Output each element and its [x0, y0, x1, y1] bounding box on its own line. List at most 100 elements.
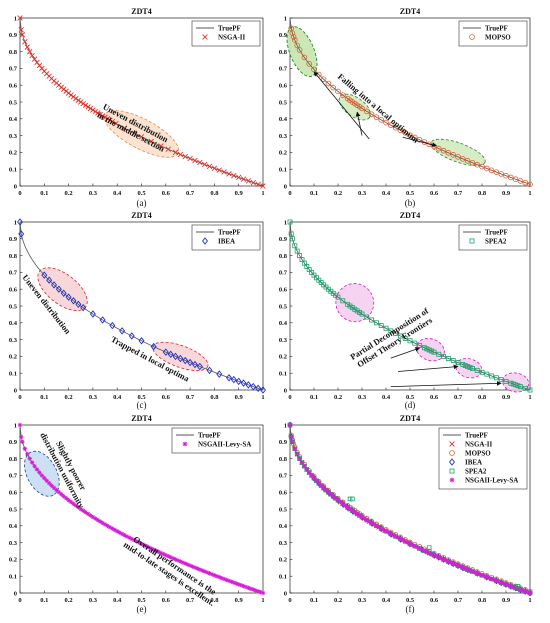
x-tick-label: 0.7 — [454, 190, 463, 197]
y-tick-label: 1 — [14, 219, 17, 226]
data-point — [177, 151, 184, 158]
legend-label: TruePF — [218, 25, 241, 33]
data-point — [235, 174, 242, 181]
x-tick-label: 0.9 — [235, 190, 244, 197]
data-point — [156, 549, 161, 555]
data-point — [59, 492, 64, 497]
data-point — [87, 105, 94, 112]
data-point — [119, 531, 125, 537]
y-tick-label: 0.1 — [9, 371, 17, 378]
data-point — [475, 571, 480, 576]
y-tick-label: 0.3 — [279, 540, 288, 547]
data-point — [260, 590, 266, 596]
data-point — [347, 496, 353, 502]
y-tick-label: 0.6 — [9, 83, 18, 90]
data-point — [392, 124, 399, 131]
data-point — [60, 289, 67, 297]
data-point — [245, 381, 252, 389]
data-point — [448, 560, 453, 565]
y-tick-label: 0.8 — [9, 49, 18, 56]
data-point — [314, 478, 319, 483]
panel-e: 0 0.1 0.1 0.2 0.2 0.3 0.3 0.4 0.4 0.5 0.5 0.6 0.6 0.7… — [9, 414, 266, 614]
data-point — [309, 473, 314, 478]
data-point — [260, 183, 266, 189]
legend-label: MOPSO — [485, 34, 511, 42]
data-point — [388, 328, 394, 334]
legend-label: IBEA — [465, 459, 482, 467]
data-point — [42, 475, 47, 481]
legend-box — [191, 20, 261, 47]
data-point — [415, 545, 420, 550]
data-point — [402, 129, 409, 136]
data-point — [49, 483, 54, 488]
data-point — [158, 550, 164, 556]
legend-label: NSGAII-Levy-SA — [198, 441, 251, 449]
data-point — [196, 362, 203, 371]
data-point — [187, 155, 193, 162]
data-point — [75, 97, 82, 104]
legend-marker — [202, 237, 208, 245]
data-point — [211, 165, 218, 171]
data-point — [197, 159, 203, 166]
data-point — [436, 555, 441, 560]
data-point — [22, 446, 28, 451]
data-point — [75, 300, 82, 309]
data-point — [73, 503, 79, 508]
data-point — [331, 494, 336, 499]
data-point — [190, 564, 195, 569]
y-tick-label: 0.6 — [279, 490, 288, 497]
data-point — [496, 579, 501, 584]
panel-caption: (e) — [137, 604, 147, 614]
data-point — [141, 542, 147, 548]
data-point — [240, 176, 247, 182]
data-point — [503, 172, 509, 179]
legend-label: SPEA2 — [465, 468, 487, 476]
data-point — [68, 499, 74, 505]
data-point — [289, 434, 294, 440]
data-point — [431, 349, 437, 355]
data-point — [292, 446, 297, 451]
data-point — [494, 578, 499, 583]
data-point — [439, 556, 444, 561]
data-point — [250, 382, 257, 391]
y-tick-label: 0.6 — [279, 83, 288, 90]
data-point — [226, 171, 232, 177]
data-point — [296, 47, 303, 53]
data-point — [31, 56, 38, 62]
data-point — [359, 514, 365, 520]
x-tick-label: 0.4 — [382, 394, 391, 401]
data-point — [95, 110, 101, 116]
data-point — [319, 483, 324, 488]
data-point — [29, 460, 35, 465]
data-point — [51, 281, 57, 289]
data-point — [241, 583, 246, 589]
data-point — [191, 360, 198, 369]
data-point — [109, 118, 116, 125]
y-tick-label: 0.2 — [279, 150, 287, 157]
data-point — [503, 582, 509, 587]
data-point — [527, 387, 533, 393]
x-tick-label: 0.4 — [382, 597, 391, 604]
data-point — [503, 378, 509, 384]
data-point — [398, 536, 403, 542]
data-point — [175, 558, 181, 563]
data-point — [163, 552, 168, 558]
data-point — [245, 178, 252, 184]
y-tick-label: 0 — [284, 590, 287, 597]
x-tick-label: 0.1 — [310, 190, 318, 197]
y-tick-label: 0.9 — [9, 32, 18, 39]
x-tick-label: 1 — [528, 190, 531, 197]
data-point — [383, 119, 389, 126]
legend-marker — [182, 441, 188, 447]
x-tick-label: 0.7 — [454, 394, 463, 401]
legend-marker — [449, 458, 455, 466]
data-point — [350, 496, 355, 502]
data-point — [355, 511, 360, 517]
x-tick-label: 0.3 — [89, 190, 98, 197]
data-point — [359, 105, 365, 112]
data-point — [520, 588, 525, 593]
data-point — [290, 34, 297, 40]
data-point — [110, 526, 115, 531]
data-point — [99, 113, 106, 119]
